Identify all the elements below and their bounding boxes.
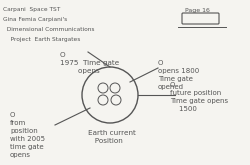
Text: Carpani  Space TST: Carpani Space TST [3, 7, 60, 12]
Text: Gina Femia Carpiani's: Gina Femia Carpiani's [3, 17, 67, 22]
Text: Project  Earth Stargates: Project Earth Stargates [3, 37, 80, 42]
Text: O
future position
Time gate opens
    1500: O future position Time gate opens 1500 [170, 82, 228, 112]
Text: O
1975  Time gate
        opens: O 1975 Time gate opens [60, 52, 119, 74]
Text: Earth current
   Position: Earth current Position [88, 130, 136, 144]
Text: O
opens 1800
Time gate
opened: O opens 1800 Time gate opened [158, 60, 199, 90]
Text: Page 16: Page 16 [185, 8, 210, 13]
Text: O
from
position
with 2005
time gate
opens: O from position with 2005 time gate open… [10, 112, 45, 158]
Text: Dimensional Communications: Dimensional Communications [3, 27, 94, 32]
